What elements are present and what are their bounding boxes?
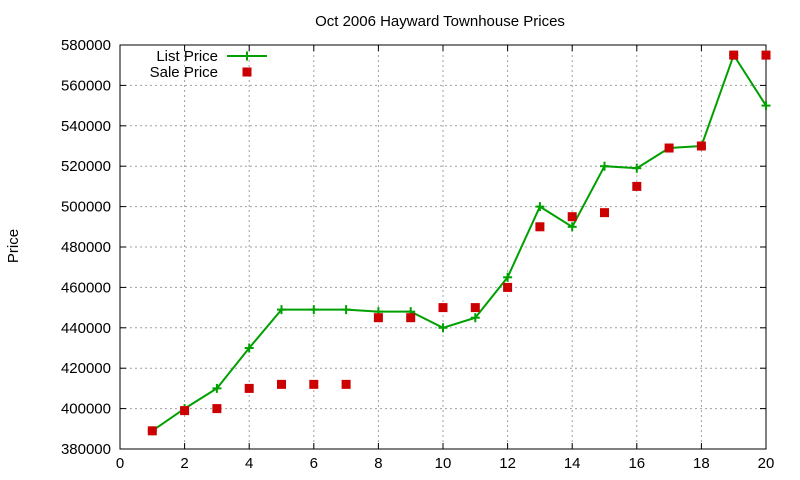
x-tick-label: 2: [180, 455, 188, 472]
list-price-point: [470, 313, 480, 323]
series-layer: [147, 50, 771, 436]
sale-price-point: [729, 50, 739, 60]
sale-price-point: [664, 143, 674, 153]
list-price-line: [151, 52, 767, 432]
grid-layer: [120, 45, 766, 449]
sale-price-point: [535, 222, 545, 232]
list-price-point: [761, 101, 771, 111]
sale-price-point: [632, 181, 642, 191]
legend-label-list-price: List Price: [156, 48, 218, 65]
sale-price-point: [212, 404, 222, 414]
list-price-point: [244, 343, 254, 353]
list-price-point: [632, 163, 642, 173]
y-tick-label: 400000: [61, 401, 111, 418]
legend-label-sale-price: Sale Price: [150, 64, 218, 81]
sale-price-point: [309, 379, 319, 389]
x-tick-label: 6: [310, 455, 318, 472]
sale-price-point: [180, 406, 190, 416]
sale-price-point: [567, 212, 577, 222]
x-tick-label: 18: [693, 455, 710, 472]
y-tick-label: 440000: [61, 320, 111, 337]
list-price-point: [309, 305, 319, 315]
sale-price-point: [600, 208, 609, 218]
sale-price-point: [696, 141, 706, 151]
list-price-point: [600, 161, 609, 171]
list-price-point: [503, 272, 513, 282]
y-tick-label: 420000: [61, 360, 111, 377]
list-price-point: [341, 305, 351, 315]
x-tick-label: 12: [499, 455, 516, 472]
sale-price-point: [341, 379, 351, 389]
y-tick-label: 500000: [61, 199, 111, 216]
sale-price-point: [438, 303, 448, 313]
list-price-point: [567, 222, 577, 232]
chart-title: Oct 2006 Hayward Townhouse Prices: [315, 13, 565, 30]
x-tick-label: 10: [435, 455, 452, 472]
legend-marker-sale-price: [242, 67, 252, 77]
sale-price-point: [147, 426, 157, 436]
y-tick-label: 480000: [61, 239, 111, 256]
sale-price-point: [503, 282, 513, 292]
x-tick-label: 14: [564, 455, 581, 472]
x-tick-label: 0: [116, 455, 124, 472]
y-tick-label: 580000: [61, 37, 111, 54]
y-tick-label: 460000: [61, 279, 111, 296]
sale-price-point: [470, 303, 480, 313]
list-price-point: [277, 305, 286, 315]
sale-price-point: [761, 50, 771, 60]
y-tick-label: 520000: [61, 158, 111, 175]
legend-marker-list-price: [242, 51, 252, 61]
list-price-point: [212, 383, 222, 393]
list-price-point: [535, 202, 545, 212]
x-tick-label: 4: [245, 455, 253, 472]
y-axis-label: Price: [5, 229, 22, 263]
sale-price-point: [406, 313, 416, 323]
sale-price-point: [244, 383, 254, 393]
x-tick-label: 16: [628, 455, 645, 472]
sale-price-point: [373, 313, 383, 323]
axis-layer: 0 2 4 6 8 10 12 14 16 18 20 380000 400000 420000 44000…: [61, 37, 774, 472]
sale-price-point: [277, 379, 286, 389]
x-tick-label: 20: [758, 455, 775, 472]
y-tick-label: 540000: [61, 118, 111, 135]
y-tick-label: 560000: [61, 77, 111, 94]
x-tick-label: 8: [374, 455, 382, 472]
list-price-point: [438, 323, 448, 333]
y-tick-label: 380000: [61, 441, 111, 458]
